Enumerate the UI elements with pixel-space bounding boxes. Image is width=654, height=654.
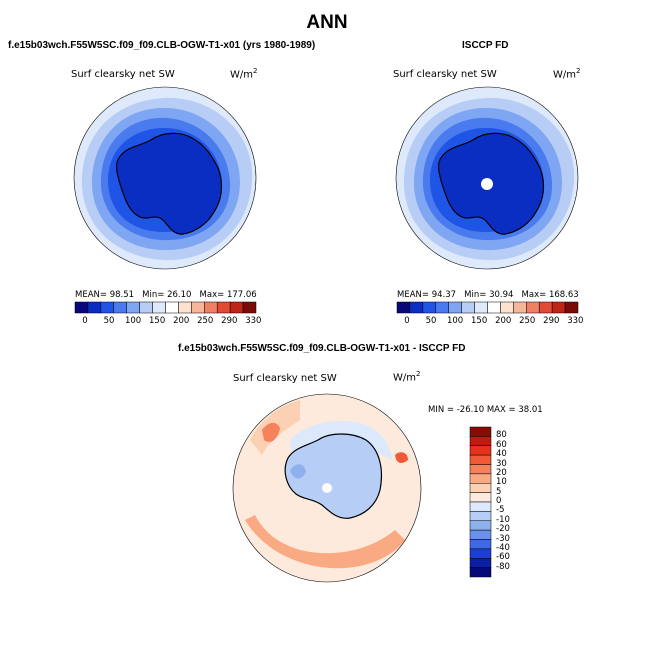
colorbar-swatch: [229, 301, 244, 314]
colorbar-tick-label: 150: [149, 316, 166, 326]
colorbar-swatch: [469, 501, 492, 512]
panel3-minmax: MIN = -26.10 MAX = 38.01: [428, 405, 543, 415]
colorbar-swatch: [409, 301, 424, 314]
colorbar-swatch: [178, 301, 192, 314]
colorbar-tick-label: 0: [496, 496, 502, 506]
colorbar-swatch: [126, 301, 140, 314]
panel2-var-label: Surf clearsky net SW: [393, 69, 497, 80]
colorbar-swatch: [469, 529, 492, 540]
colorbar-tick-label: 290: [221, 316, 238, 326]
colorbar-swatch: [469, 445, 492, 456]
colorbar-tick-label: -10: [496, 514, 510, 525]
colorbar-swatch: [487, 301, 501, 314]
colorbar-swatch: [469, 539, 492, 550]
panel1-var-label: Surf clearsky net SW: [71, 69, 175, 80]
colorbar-swatch: [551, 301, 566, 314]
colorbar-tick-label: 0: [82, 316, 88, 326]
colorbar-swatch: [139, 301, 153, 314]
colorbar-swatch: [469, 520, 492, 531]
colorbar-swatch: [469, 567, 492, 578]
colorbar-swatch: [87, 301, 102, 314]
colorbar-swatch: [216, 301, 231, 314]
colorbar-swatch: [469, 558, 492, 568]
colorbar-swatch: [469, 483, 492, 493]
panel3-var-label: Surf clearsky net SW: [233, 373, 337, 384]
colorbar-swatch: [474, 301, 488, 314]
colorbar-swatch: [461, 301, 475, 314]
colorbar-swatch: [469, 511, 492, 521]
colorbar-tick-label: 0: [404, 316, 410, 326]
colorbar-swatch: [469, 436, 492, 446]
colorbar-tick-label: -30: [496, 533, 510, 544]
colorbar-tick-label: 330: [567, 316, 584, 326]
colorbar-tick-label: 100: [124, 316, 142, 326]
panel1-title: f.e15b03wch.F55W5SC.f09_f09.CLB-OGW-T1-x…: [8, 40, 316, 51]
colorbar-tick-label: 200: [495, 316, 512, 326]
colorbar-swatch: [469, 426, 492, 437]
colorbar-tick-label: 20: [496, 467, 507, 478]
panel3-title: f.e15b03wch.F55W5SC.f09_f09.CLB-OGW-T1-x…: [178, 343, 466, 354]
colorbar-swatch: [526, 301, 540, 314]
colorbar-tick-label: 100: [446, 316, 464, 326]
colorbar-swatch: [204, 301, 218, 314]
colorbar-tick-label: 50: [425, 316, 437, 326]
colorbar-swatch: [564, 301, 579, 314]
panel1-map: [74, 87, 256, 269]
panel2-map: [396, 87, 578, 269]
main-title: ANN: [306, 12, 348, 33]
colorbar-swatch: [469, 473, 492, 484]
colorbar-swatch: [469, 492, 492, 503]
colorbar-tick-label: 10: [496, 477, 507, 488]
colorbar-tick-label: 30: [496, 458, 507, 469]
panel2-units: W/m2: [553, 67, 581, 81]
colorbar-swatch: [396, 301, 411, 314]
panel2-stats: MEAN= 94.37 Min= 30.94 Max= 168.63: [397, 290, 579, 300]
colorbar-swatch: [500, 301, 514, 314]
colorbar-swatch: [152, 301, 166, 314]
colorbar-tick-label: 5: [496, 486, 502, 497]
colorbar-tick-label: -5: [496, 505, 505, 516]
colorbar-swatch: [100, 301, 115, 314]
colorbar-tick-label: -20: [496, 524, 510, 535]
colorbar-swatch: [538, 301, 553, 314]
colorbar-tick-label: 80: [496, 430, 507, 441]
colorbar-swatch: [422, 301, 437, 314]
colorbar-swatch: [435, 301, 449, 314]
colorbar-tick-label: 40: [496, 449, 507, 460]
colorbar-tick-label: -60: [496, 552, 510, 563]
colorbar-swatch: [242, 301, 257, 314]
panel2-colorbar: [396, 301, 579, 314]
colorbar-swatch: [165, 301, 179, 314]
panel3-colorbar: [469, 426, 492, 578]
colorbar-tick-label: 290: [543, 316, 560, 326]
colorbar-tick-label: 250: [197, 316, 214, 326]
colorbar-tick-label: 250: [519, 316, 536, 326]
colorbar-tick-label: -80: [496, 561, 510, 572]
panel1-stats: MEAN= 98.51 Min= 26.10 Max= 177.06: [75, 290, 257, 300]
panel2-title: ISCCP FD: [462, 40, 509, 51]
panel3-map: [233, 394, 421, 582]
panel3-units: W/m2: [393, 370, 421, 384]
colorbar-swatch: [513, 301, 527, 314]
colorbar-tick-label: 200: [173, 316, 190, 326]
colorbar-tick-label: 330: [245, 316, 262, 326]
colorbar-swatch: [74, 301, 89, 314]
colorbar-swatch: [469, 548, 492, 559]
colorbar-swatch: [448, 301, 462, 314]
colorbar-tick-label: 150: [471, 316, 488, 326]
colorbar-tick-label: -40: [496, 542, 510, 553]
panel1-units: W/m2: [230, 67, 258, 81]
colorbar-swatch: [469, 464, 492, 475]
colorbar-tick-label: 50: [103, 316, 115, 326]
colorbar-swatch: [469, 454, 492, 465]
panel1-colorbar: [74, 301, 257, 314]
colorbar-tick-label: 60: [496, 439, 507, 450]
colorbar-swatch: [191, 301, 205, 314]
colorbar-swatch: [113, 301, 127, 314]
